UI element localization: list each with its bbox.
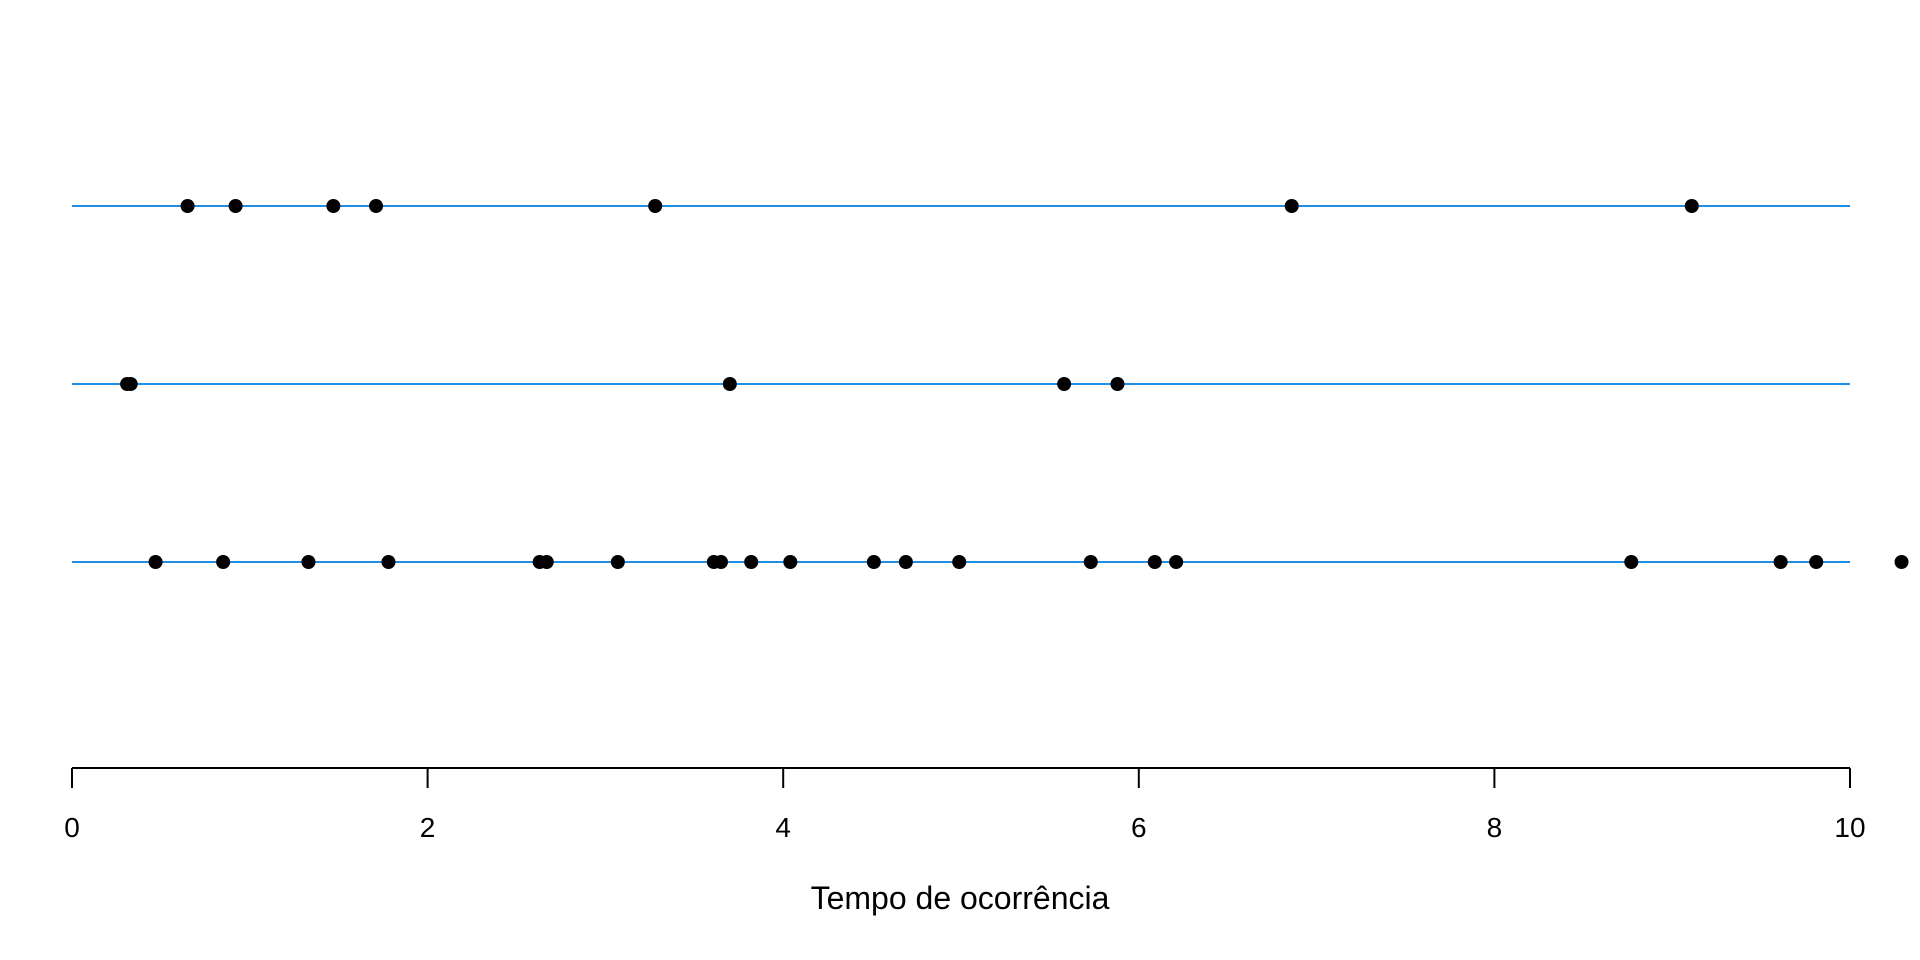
data-point [1147, 555, 1162, 569]
x-tick-label: 4 [775, 812, 791, 843]
data-point [1110, 377, 1125, 391]
data-point [610, 555, 625, 569]
data-point [866, 555, 881, 569]
data-point [228, 199, 243, 213]
data-point [1773, 555, 1788, 569]
data-point [1894, 555, 1909, 569]
data-point [713, 555, 728, 569]
x-axis: 0 2 4 6 8 10 [64, 767, 1866, 843]
x-axis-label: Tempo de ocorrência [810, 880, 1110, 916]
x-tick-label: 0 [64, 812, 80, 843]
data-point [148, 555, 163, 569]
data-point [1624, 555, 1639, 569]
data-point [1169, 555, 1184, 569]
data-point [952, 555, 967, 569]
data-point [301, 555, 316, 569]
x-tick-label: 10 [1834, 812, 1865, 843]
data-point [744, 555, 759, 569]
data-point [898, 555, 913, 569]
data-point [326, 199, 341, 213]
data-point [1284, 199, 1299, 213]
data-point [1809, 555, 1824, 569]
series-points [120, 199, 1909, 569]
data-point [381, 555, 396, 569]
data-point [1083, 555, 1098, 569]
x-tick-label: 6 [1131, 812, 1147, 843]
series-lines [72, 205, 1850, 563]
data-point [369, 199, 384, 213]
data-point [123, 377, 138, 391]
data-point [722, 377, 737, 391]
x-tick-label: 8 [1487, 812, 1503, 843]
x-tick-label: 2 [420, 812, 436, 843]
data-point [180, 199, 195, 213]
data-point [216, 555, 231, 569]
data-point [1057, 377, 1072, 391]
data-point [783, 555, 798, 569]
data-point [539, 555, 554, 569]
data-point [1684, 199, 1699, 213]
data-point [648, 199, 663, 213]
